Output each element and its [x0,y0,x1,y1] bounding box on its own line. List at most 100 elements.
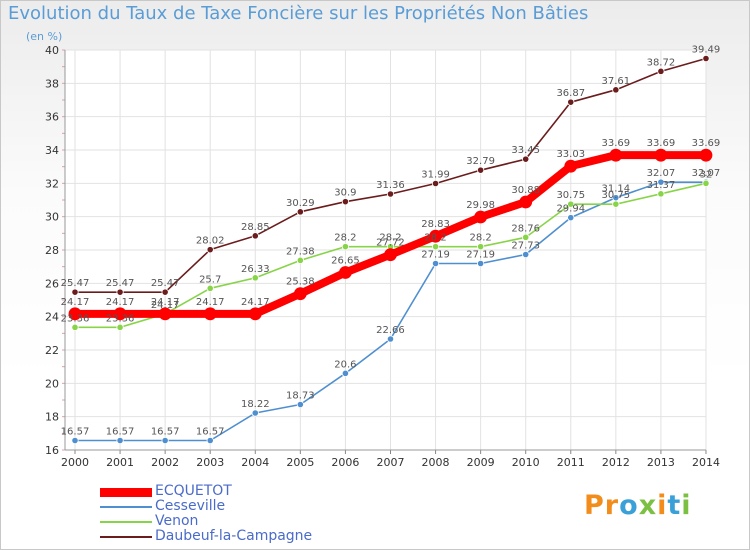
y-tick-label: 24 [45,311,59,324]
data-point-daubeuf [206,246,214,254]
data-point-ecquetot [248,307,262,321]
data-label-daubeuf: 28.85 [241,222,270,233]
data-point-ecquetot [113,307,127,321]
data-point-daubeuf [567,98,575,106]
data-point-venon [296,256,304,264]
data-label-ecquetot: 33.69 [602,138,631,149]
data-label-venon: 28.76 [511,223,540,234]
data-point-daubeuf [477,166,485,174]
x-tick-label: 2011 [557,456,585,469]
data-point-daubeuf [657,67,665,75]
y-tick-label: 40 [45,44,59,57]
data-point-venon [206,284,214,292]
data-point-cesseville [522,250,530,259]
data-point-venon [522,233,530,241]
data-point-daubeuf [386,190,395,198]
data-label-cesseville: 27.19 [421,250,450,261]
data-label-venon: 23.36 [61,313,90,324]
data-point-daubeuf [431,179,440,188]
data-point-ecquetot [384,248,397,262]
data-label-daubeuf: 39.49 [692,45,721,56]
data-label-daubeuf: 28.02 [196,236,225,247]
data-point-venon [612,200,620,208]
legend-swatch-daubeuf [100,536,152,538]
data-point-ecquetot [158,307,172,321]
data-label-daubeuf: 37.61 [602,76,631,87]
x-tick-label: 2014 [692,456,720,469]
data-label-cesseville: 16.57 [61,427,90,438]
data-label-ecquetot: 27.72 [376,238,405,249]
data-label-daubeuf: 25.47 [106,278,135,289]
data-point-venon [71,323,79,331]
data-label-cesseville: 16.57 [106,427,135,438]
data-label-venon: 25.7 [199,274,221,285]
data-label-venon: 28.2 [379,233,401,244]
data-point-venon [251,274,259,282]
data-label-ecquetot: 33.69 [647,138,676,149]
x-tick-label: 2010 [512,456,540,469]
data-point-ecquetot [203,307,217,321]
data-point-daubeuf [161,288,169,296]
data-label-daubeuf: 38.72 [647,57,676,68]
data-point-ecquetot [293,287,307,301]
data-label-daubeuf: 32.79 [466,156,495,167]
data-label-venon: 30.75 [556,190,585,201]
data-label-venon: 31.37 [647,180,676,191]
y-tick-label: 32 [45,177,59,190]
x-tick-label: 2002 [151,456,179,469]
data-point-cesseville [341,369,350,377]
data-point-ecquetot [519,195,533,209]
data-point-cesseville [251,409,259,417]
x-tick-label: 2001 [106,456,134,469]
data-point-cesseville [161,436,169,445]
data-label-cesseville: 18.22 [241,399,270,410]
data-point-daubeuf [296,208,304,216]
data-label-venon: 30.75 [602,190,631,201]
y-tick-label: 34 [45,144,59,157]
y-tick-label: 36 [45,111,59,124]
data-point-ecquetot [699,148,713,162]
data-label-ecquetot: 26.65 [331,256,360,267]
data-point-cesseville [116,436,124,445]
data-label-ecquetot: 33.69 [692,138,721,149]
x-tick-label: 2007 [376,456,404,469]
data-point-venon [341,243,350,251]
data-label-daubeuf: 31.99 [421,170,450,181]
y-tick-label: 20 [45,377,59,390]
y-tick-label: 30 [45,211,59,224]
data-point-ecquetot [68,307,82,321]
data-point-ecquetot [654,148,668,162]
data-point-daubeuf [702,54,710,63]
data-point-venon [116,323,124,331]
data-label-cesseville: 16.57 [196,427,225,438]
data-label-venon: 27.38 [286,246,315,257]
legend-label-daubeuf: Daubeuf-la-Campagne [155,528,313,544]
y-tick-label: 26 [45,277,59,290]
data-point-daubeuf [522,155,530,163]
data-label-venon: 32 [700,169,713,180]
data-label-cesseville: 20.6 [334,359,356,370]
x-tick-label: 2012 [602,456,630,469]
data-label-daubeuf: 31.36 [376,180,405,191]
legend-label-venon: Venon [155,513,199,529]
data-label-cesseville: 22.66 [376,325,405,336]
data-label-venon: 28.2 [424,233,446,244]
proxiti-logo: Proxiti [584,490,692,521]
data-point-cesseville [567,214,575,222]
data-point-venon [567,200,575,208]
legend-swatch-ecquetot [100,488,152,497]
data-label-ecquetot: 24.17 [106,297,135,308]
data-label-ecquetot: 33.03 [556,149,585,160]
data-label-cesseville: 27.19 [466,250,495,261]
data-point-venon [477,243,485,251]
data-point-cesseville [477,259,485,268]
data-point-cesseville [206,436,214,445]
data-point-venon [657,190,665,198]
legend-label-cesseville: Cesseville [155,498,226,514]
data-point-ecquetot [564,159,578,173]
data-point-cesseville [431,259,440,268]
x-tick-label: 2003 [196,456,224,469]
data-label-daubeuf: 25.47 [151,278,180,289]
x-tick-label: 2006 [331,456,359,469]
data-label-venon: 24.17 [151,300,180,311]
